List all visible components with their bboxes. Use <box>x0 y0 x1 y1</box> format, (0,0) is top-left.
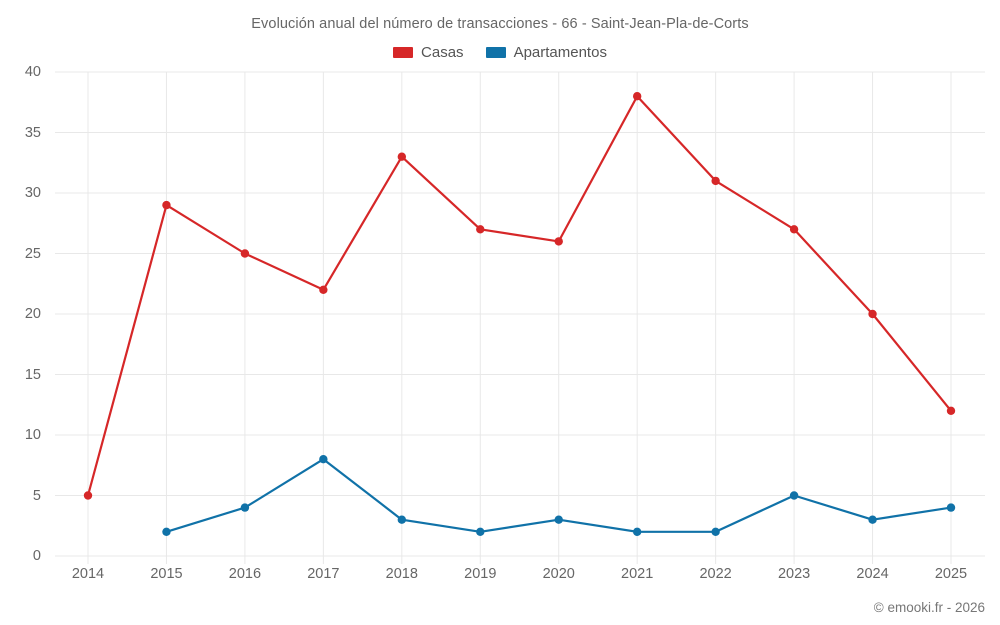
data-point-casas[interactable] <box>162 200 171 210</box>
data-point-apartamentos[interactable] <box>946 503 956 512</box>
series-line-casas <box>86 95 953 497</box>
data-point-apartamentos[interactable] <box>868 515 877 524</box>
data-point-casas[interactable] <box>83 491 93 500</box>
data-point-casas[interactable] <box>789 225 799 234</box>
legend-swatch-casas <box>393 47 414 58</box>
data-point-apartamentos[interactable] <box>789 491 799 500</box>
data-point-casas[interactable] <box>476 225 485 234</box>
legend-item-apartamentos[interactable]: Apartamentos <box>485 44 607 61</box>
data-point-apartamentos[interactable] <box>711 527 720 536</box>
legend-item-casas[interactable]: Casas <box>393 44 464 61</box>
data-point-apartamentos[interactable] <box>632 527 642 536</box>
data-point-casas[interactable] <box>319 285 328 294</box>
data-point-apartamentos[interactable] <box>476 527 485 536</box>
data-point-casas[interactable] <box>397 152 407 161</box>
legend-swatch-apartamentos <box>485 47 506 58</box>
data-point-apartamentos[interactable] <box>162 527 171 536</box>
data-point-apartamentos[interactable] <box>240 503 250 512</box>
chart-legend: Casas Apartamentos <box>0 44 1000 61</box>
data-point-apartamentos[interactable] <box>554 515 563 524</box>
data-point-apartamentos[interactable] <box>319 455 328 464</box>
data-point-casas[interactable] <box>632 92 642 101</box>
data-point-apartamentos[interactable] <box>397 515 407 524</box>
data-point-casas[interactable] <box>946 406 956 415</box>
data-point-casas[interactable] <box>554 237 563 246</box>
legend-label-apartamentos: Apartamentos <box>513 44 607 61</box>
legend-label-casas: Casas <box>421 44 464 61</box>
data-point-casas[interactable] <box>240 249 250 258</box>
data-point-casas[interactable] <box>711 176 720 186</box>
credit-text: © emooki.fr - 2026 <box>873 600 985 615</box>
data-point-casas[interactable] <box>868 309 877 319</box>
chart-title: Evolución anual del número de transaccio… <box>251 16 749 32</box>
